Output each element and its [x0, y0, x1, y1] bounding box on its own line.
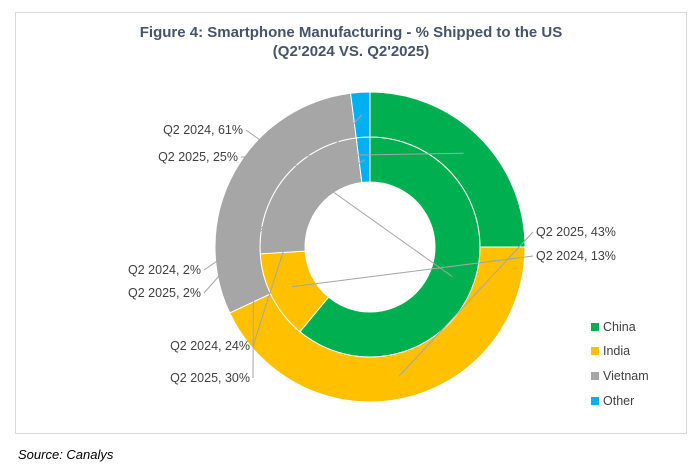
source-note: Source: Canalys: [18, 447, 114, 462]
data-label-inner-vietnam: Q2 2024, 24%: [170, 339, 250, 353]
leader-lines: [203, 114, 534, 379]
data-label-outer-china: Q2 2025, 25%: [158, 150, 238, 164]
leader-line-outer-other: [203, 114, 363, 294]
donut-rings: [214, 91, 526, 403]
legend-item-india: India: [591, 344, 630, 358]
data-label-outer-india: Q2 2025, 43%: [536, 225, 616, 239]
data-label-outer-vietnam: Q2 2025, 30%: [170, 371, 250, 385]
data-label-outer-other: Q2 2025, 2%: [128, 286, 201, 300]
outer-ring-slice-other: [350, 91, 371, 139]
legend-label-vietnam: Vietnam: [603, 369, 649, 383]
outer-ring-slice-india: [229, 246, 526, 403]
chart-title: Figure 4: Smartphone Manufacturing - % S…: [139, 24, 563, 41]
leader-line-inner-vietnam: [252, 191, 304, 347]
data-label-inner-other: Q2 2024, 2%: [128, 263, 201, 277]
leader-line-inner-other: [203, 159, 365, 271]
legend-item-china: China: [591, 320, 636, 334]
legend-item-other: Other: [591, 394, 634, 408]
leader-line-inner-india: [291, 255, 534, 288]
chart-subtitle: (Q2'2024 VS. Q2'2025): [272, 43, 430, 60]
legend-swatch-vietnam: [591, 372, 599, 380]
legend-swatch-india: [591, 347, 599, 355]
legend-item-vietnam: Vietnam: [591, 369, 649, 383]
leader-line-outer-china: [240, 152, 464, 158]
leader-line-inner-china: [245, 129, 453, 278]
leader-line-outer-india: [398, 231, 534, 377]
data-label-inner-china: Q2 2024, 61%: [163, 123, 243, 137]
leader-line-outer-vietnam: [252, 183, 255, 379]
legend-swatch-china: [591, 323, 599, 331]
data-labels: Q2 2024, 61% Q2 2025, 25% Q2 2025, 43% Q2 2…: [128, 123, 616, 385]
legend-swatch-other: [591, 397, 599, 405]
data-label-inner-india: Q2 2024, 13%: [536, 249, 616, 263]
legend-label-china: China: [603, 320, 636, 334]
legend-label-india: India: [603, 344, 631, 358]
legend-label-other: Other: [603, 394, 635, 408]
